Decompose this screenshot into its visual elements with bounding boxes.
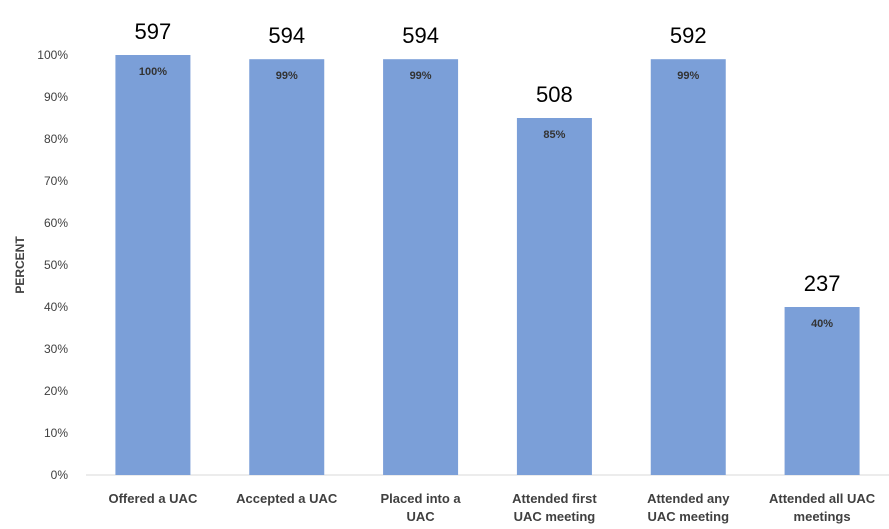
percent-labels: 100% 99% 99% 85% 99% 40% — [139, 66, 833, 330]
bar-count-label: 508 — [536, 82, 573, 107]
x-category-label: Attended first — [512, 491, 597, 506]
bar — [383, 59, 459, 475]
bar-percent-label: 99% — [410, 70, 432, 82]
bar-percent-label: 40% — [811, 318, 833, 330]
y-tick-label: 80% — [44, 132, 68, 146]
bar — [784, 307, 860, 475]
x-category-label: UAC — [406, 509, 435, 524]
y-tick-label: 10% — [44, 426, 68, 440]
x-category-label: Placed into a — [380, 491, 461, 506]
bar — [516, 118, 592, 475]
y-tick-label: 30% — [44, 342, 68, 356]
x-category-labels: Offered a UAC Accepted a UAC Placed into a… — [108, 491, 875, 524]
y-tick-label: 70% — [44, 174, 68, 188]
x-category-label: Attended any — [647, 491, 730, 506]
y-tick-label: 40% — [44, 300, 68, 314]
bar-percent-label: 99% — [677, 70, 699, 82]
y-tick-label: 20% — [44, 384, 68, 398]
y-tick-label: 50% — [44, 258, 68, 272]
bar-count-label: 594 — [402, 23, 439, 48]
x-category-label: meetings — [794, 509, 851, 524]
y-tick-label: 90% — [44, 90, 68, 104]
y-tick-label: 0% — [51, 468, 69, 482]
y-axis-label: PERCENT — [13, 236, 27, 294]
bar-percent-label: 85% — [543, 129, 565, 141]
bar-count-label: 592 — [670, 23, 707, 48]
bar-percent-label: 100% — [139, 66, 167, 78]
bar-count-label: 597 — [135, 19, 172, 44]
y-tick-label: 60% — [44, 216, 68, 230]
bars — [115, 55, 860, 475]
x-category-label: Accepted a UAC — [236, 491, 338, 506]
x-category-label: Offered a UAC — [108, 491, 197, 506]
x-category-label: UAC meeting — [647, 509, 729, 524]
bar — [115, 55, 191, 475]
bar-count-label: 594 — [268, 23, 305, 48]
y-axis: PERCENT — [13, 236, 27, 294]
y-tick-label: 100% — [37, 48, 68, 62]
bar — [650, 59, 726, 475]
count-labels: 597 594 594 508 592 237 — [135, 19, 841, 296]
x-category-label: UAC meeting — [514, 509, 596, 524]
y-tick-labels: 0% 10% 20% 30% 40% 50% 60% 70% 80% 90% 100% — [37, 48, 68, 482]
x-category-label: Attended all UAC — [769, 491, 876, 506]
bar-count-label: 237 — [804, 271, 841, 296]
bar — [249, 59, 325, 475]
bar-percent-label: 99% — [276, 70, 298, 82]
